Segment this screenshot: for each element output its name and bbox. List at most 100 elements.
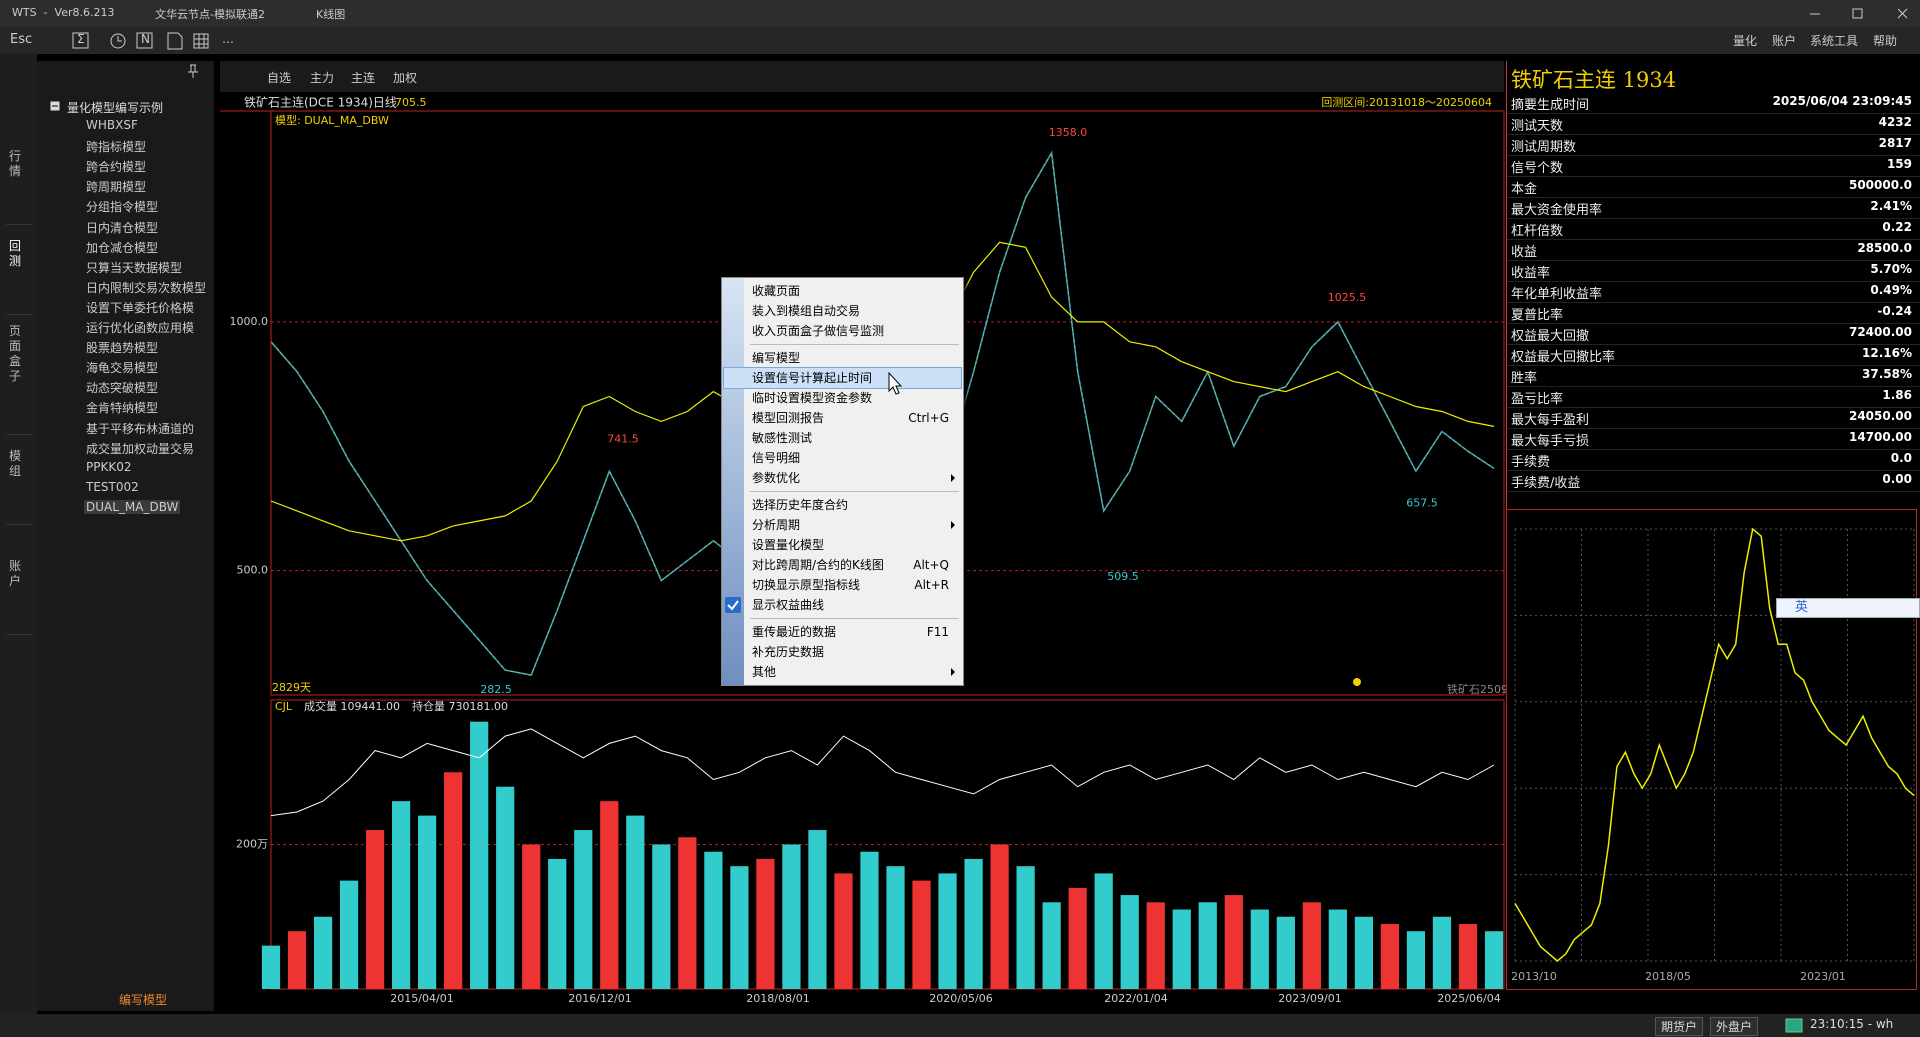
app-version: WTS - Ver8.6.213: [12, 6, 115, 19]
tree-item[interactable]: TEST002: [86, 479, 139, 494]
menu-item[interactable]: 补充历史数据: [722, 642, 963, 662]
menu-item[interactable]: 量化: [1733, 34, 1758, 48]
side-tab[interactable]: 回测: [9, 239, 22, 268]
menu-item[interactable]: 重传最近的数据 F11: [722, 622, 963, 642]
volume-bar: [1042, 902, 1061, 989]
menu-item[interactable]: 分析周期: [722, 515, 963, 535]
chart-tab[interactable]: 自选: [267, 71, 292, 85]
side-tab[interactable]: 模组: [9, 449, 22, 478]
toolbar-button[interactable]: N: [141, 32, 150, 46]
tree-root[interactable]: 量化模型编写示例: [67, 101, 164, 115]
tree-item[interactable]: 跨合约模型: [86, 160, 147, 175]
volume-bar: [1250, 909, 1269, 989]
toolbar-button[interactable]: …: [222, 32, 234, 46]
tree-item[interactable]: PPKK02: [86, 459, 132, 474]
volume-bar: [444, 772, 463, 989]
menu-item[interactable]: 帮助: [1873, 34, 1898, 48]
chart-tab[interactable]: 加权: [393, 71, 418, 85]
summary-value: 0.00: [1882, 472, 1912, 486]
summary-label: 夏普比率: [1511, 308, 1564, 323]
n-box[interactable]: [136, 32, 153, 49]
side-tab[interactable]: 账户: [9, 559, 22, 588]
menu-item[interactable]: 选择历史年度合约: [722, 495, 963, 515]
tree-item[interactable]: 日内限制交易次数模型: [86, 280, 207, 295]
tree-item[interactable]: 只算当天数据模型: [86, 260, 183, 275]
extreme-label: 1358.0: [1049, 126, 1088, 139]
volume-bar: [834, 873, 853, 989]
volume-bar: [626, 815, 645, 989]
menu-item[interactable]: 收藏页面: [722, 281, 963, 301]
menu-item[interactable]: 账户: [1772, 34, 1797, 48]
row-divider: [1507, 218, 1920, 219]
side-tab[interactable]: 页面盒子: [9, 324, 22, 383]
ime-bar[interactable]: 英: [1776, 598, 1920, 618]
menu-item[interactable]: 模型回测报告 Ctrl+G: [722, 408, 963, 428]
summary-label: 收益: [1511, 245, 1538, 260]
tree-item[interactable]: 海龟交易模型: [86, 361, 159, 376]
mini-x-label: 2018/05: [1645, 970, 1691, 983]
menu-label: 收入页面盒子做信号监测: [752, 324, 885, 338]
toolbar-button[interactable]: Σ: [77, 32, 85, 46]
volume-bar: [496, 786, 515, 989]
tree-item[interactable]: 成交量加权动量交易: [86, 441, 195, 456]
menu-label: 对比跨周期/合约的K线图: [752, 558, 884, 572]
tree-item[interactable]: 设置下单委托价格模: [86, 300, 195, 315]
volume-bar: [339, 880, 359, 989]
summary-title: 铁矿石主连 1934: [1511, 68, 1677, 92]
tree-item[interactable]: 跨指标模型: [86, 140, 147, 155]
menu-separator: [750, 344, 959, 345]
menu-item[interactable]: 切换显示原型指标线 Alt+R: [722, 575, 963, 595]
volume-bar: [1484, 931, 1504, 989]
menu-item[interactable]: 临时设置模型资金参数: [722, 388, 963, 408]
menu-item[interactable]: 敏感性测试: [722, 428, 963, 448]
tree-footer[interactable]: 编写模型: [118, 993, 168, 1007]
tree-item[interactable]: 基于平移布林通道的: [86, 421, 195, 436]
menu-item[interactable]: 显示权益曲线: [722, 595, 963, 615]
window-controls[interactable]: [1800, 0, 1920, 27]
menu-item[interactable]: 参数优化: [722, 468, 963, 488]
toolbar-icons[interactable]: [70, 31, 230, 51]
volume-bar: [1432, 916, 1452, 989]
table-icon[interactable]: [193, 33, 209, 49]
summary-value: 2.41%: [1870, 199, 1912, 213]
clock-icon[interactable]: [110, 33, 126, 49]
menu-item[interactable]: 编写模型: [722, 348, 963, 368]
summary-label: 手续费/收益: [1511, 476, 1581, 491]
tree-item[interactable]: 分组指令模型: [86, 200, 159, 215]
chart-tab[interactable]: 主力: [310, 71, 335, 85]
chart-tab[interactable]: 主连: [351, 71, 376, 85]
pin-icon[interactable]: [186, 63, 200, 79]
menu-item[interactable]: 设置信号计算起止时间: [723, 367, 962, 389]
tree-item[interactable]: 跨周期模型: [86, 180, 147, 195]
collapse-icon[interactable]: [50, 101, 60, 111]
menu-item[interactable]: 系统工具: [1810, 34, 1859, 48]
restore[interactable]: [1852, 8, 1863, 19]
row-divider: [1507, 428, 1920, 429]
tree-item[interactable]: 加仓减仓模型: [86, 240, 159, 255]
status-button[interactable]: 期货户: [1655, 1017, 1704, 1036]
volume-bar: [287, 931, 307, 989]
menu-item[interactable]: 装入到模组自动交易: [722, 301, 963, 321]
tree-item[interactable]: WHBXSF: [86, 118, 138, 132]
menu-item[interactable]: 收入页面盒子做信号监测: [722, 321, 963, 341]
menu-item[interactable]: 其他: [722, 662, 963, 682]
sigma-box[interactable]: [72, 32, 89, 49]
summary-value: 37.58%: [1862, 367, 1912, 381]
toolbar-button[interactable]: Esc: [10, 32, 33, 47]
doc-icon[interactable]: [167, 32, 183, 50]
side-tab[interactable]: 行情: [9, 149, 22, 178]
close[interactable]: [1897, 8, 1908, 19]
menu-label: 模型回测报告: [752, 411, 825, 425]
tree-item[interactable]: DUAL_MA_DBW: [84, 499, 181, 514]
menu-item[interactable]: 设置量化模型: [722, 535, 963, 555]
tree-item[interactable]: 股票趋势模型: [86, 341, 159, 356]
tree-item[interactable]: 动态突破模型: [86, 381, 159, 396]
menu-item[interactable]: 信号明细: [722, 448, 963, 468]
menu-item[interactable]: 对比跨周期/合约的K线图 Alt+Q: [722, 555, 963, 575]
tree-item[interactable]: 金肯特纳模型: [86, 401, 159, 416]
tree-item[interactable]: 运行优化函数应用模: [86, 321, 195, 335]
row-divider: [1507, 449, 1920, 450]
row-divider: [1507, 407, 1920, 408]
status-button[interactable]: 外盘户: [1710, 1017, 1759, 1036]
tree-item[interactable]: 日内清仓模型: [86, 220, 159, 235]
